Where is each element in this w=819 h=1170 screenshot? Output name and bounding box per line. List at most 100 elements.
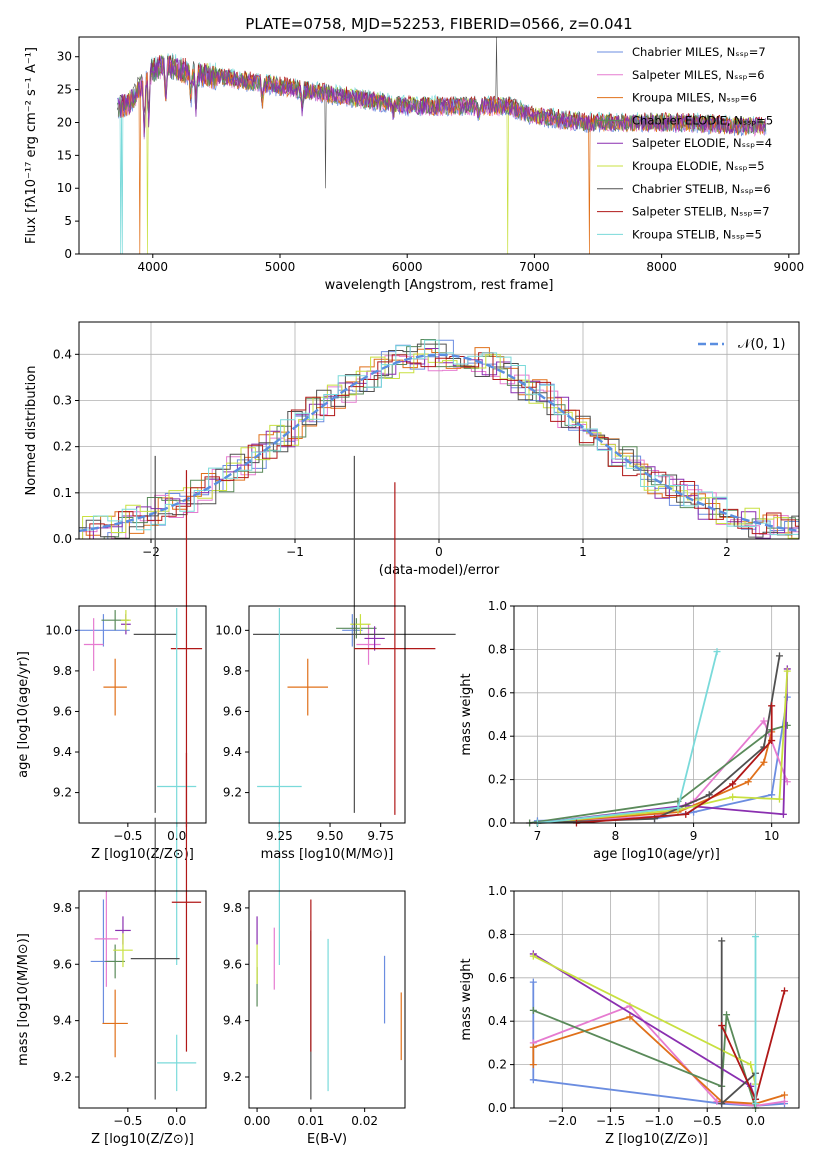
plot-frame [248,890,406,1109]
spectrum-line-3 [116,55,767,135]
histogram-step-7 [79,352,799,539]
x-tick-label: 7000 [519,260,550,274]
data-point-marker [747,1061,755,1069]
data-point-marker [775,652,783,660]
legend-entry: Chabrier ELODIE, Nₛₛₚ=5 [632,113,773,127]
plot-frame [248,605,406,824]
x-tick-label: −1.0 [644,1114,673,1128]
x-tick-label: 9.50 [317,829,344,843]
plot-frame [513,890,800,1109]
y-tick-label: 9.6 [53,957,72,971]
x-tick-label: 4000 [138,260,169,274]
data-point-marker [783,667,791,675]
y-axis-label: mass weight [459,958,474,1040]
data-point-marker [529,1006,537,1014]
panel-age-vs-mass [245,455,456,965]
y-tick-label: 0 [64,247,72,261]
data-point-marker [718,1100,726,1108]
y-tick-label: 9.6 [223,957,242,971]
x-tick-label: −0.5 [113,829,142,843]
data-point-marker [768,791,776,799]
panel-mass-vs-ebv [245,890,406,1112]
data-point-marker [744,778,752,786]
legend-entry: Salpeter STELIB, Nₛₛₚ=7 [632,205,770,219]
y-tick-label: 0.6 [488,971,507,985]
data-point-marker [775,795,783,803]
y-tick-label: 10.0 [45,623,72,637]
data-point-marker [781,987,789,995]
y-tick-label: 9.2 [223,786,242,800]
data-point-marker [768,702,776,710]
x-tick-label: 0.02 [351,1114,378,1128]
data-point-marker [752,1100,760,1108]
data-point-marker [529,1076,537,1084]
histogram-step-8 [79,339,799,536]
x-tick-label: −0.5 [113,1114,142,1128]
x-axis-label: age [log10(age/yr)] [593,847,720,862]
data-point-marker [729,793,737,801]
weight-line-7 [720,990,786,1102]
plot-frame [78,605,207,824]
data-point-marker [768,737,776,745]
panel-mass-vs-Z [75,752,207,1112]
y-tick-label: 9.8 [53,901,72,915]
x-tick-label: 8 [612,829,620,843]
data-point-marker [529,1043,537,1051]
y-tick-label: 9.8 [223,901,242,915]
histogram-step-2 [79,347,799,539]
x-axis-label: wavelength [Angstrom, rest frame] [325,278,554,293]
x-tick-label: 7 [534,829,542,843]
weight-line-3 [529,724,788,824]
y-tick-label: 1.0 [488,884,507,898]
x-tick-label: 0 [435,545,443,559]
data-point-marker [781,1091,789,1099]
legend-entry: Salpeter ELODIE, Nₛₛₚ=4 [632,136,772,150]
y-tick-label: 9.4 [53,1014,72,1028]
x-tick-label: 0.00 [244,1114,271,1128]
plot-frame [78,36,800,255]
x-tick-label: −2 [142,545,160,559]
x-tick-label: 2 [723,545,731,559]
y-axis-label: Flux [fλ10⁻¹⁷ erg cm⁻² s⁻¹ A⁻¹] [24,47,39,244]
x-tick-label: 8000 [646,260,677,274]
y-tick-label: 0.0 [488,1101,507,1115]
plot-frame [78,321,800,540]
x-tick-label: 0.0 [167,1114,186,1128]
data-point-marker [760,717,768,725]
x-tick-label: 10 [764,829,779,843]
figure-title: PLATE=0758, MJD=52253, FIBERID=0566, z=0… [245,15,632,33]
spectrum-line-4 [117,55,766,138]
data-point-marker [723,1011,731,1019]
y-tick-label: 9.4 [53,745,72,759]
y-tick-label: 5 [64,214,72,228]
spectrum-line-2 [118,56,767,254]
x-tick-label: 5000 [265,260,296,274]
y-tick-label: 15 [57,148,72,162]
data-point-marker [529,1061,537,1069]
x-axis-label: Z [log10(Z/Z⊙)] [91,1132,194,1147]
y-tick-label: 0.2 [53,440,72,454]
legend-entry: Chabrier STELIB, Nₛₛₚ=6 [632,182,771,196]
x-tick-label: 0.01 [298,1114,325,1128]
legend-entry: Kroupa MILES, Nₛₛₚ=6 [632,91,757,105]
data-point-marker [626,1013,634,1021]
y-tick-label: 9.6 [223,704,242,718]
panel-mass-weight-vs-Z [510,890,800,1112]
y-tick-label: 0.2 [488,773,507,787]
y-tick-label: 9.2 [53,1070,72,1084]
y-tick-label: 0.1 [53,486,72,500]
x-tick-label: 0.0 [746,1114,765,1128]
plot-frame [78,890,207,1109]
x-tick-label: −2.0 [548,1114,577,1128]
x-axis-label: E(B-V) [307,1132,347,1147]
y-tick-label: 9.4 [223,1014,242,1028]
y-axis-label: Normed distribution [24,366,39,496]
y-axis-label: age [log10(age/yr)] [16,651,31,778]
y-tick-label: 9.8 [223,664,242,678]
weight-line-7 [576,705,773,824]
x-tick-label: 0.0 [167,829,186,843]
y-tick-label: 0.4 [53,347,72,361]
y-tick-label: 0.8 [488,927,507,941]
